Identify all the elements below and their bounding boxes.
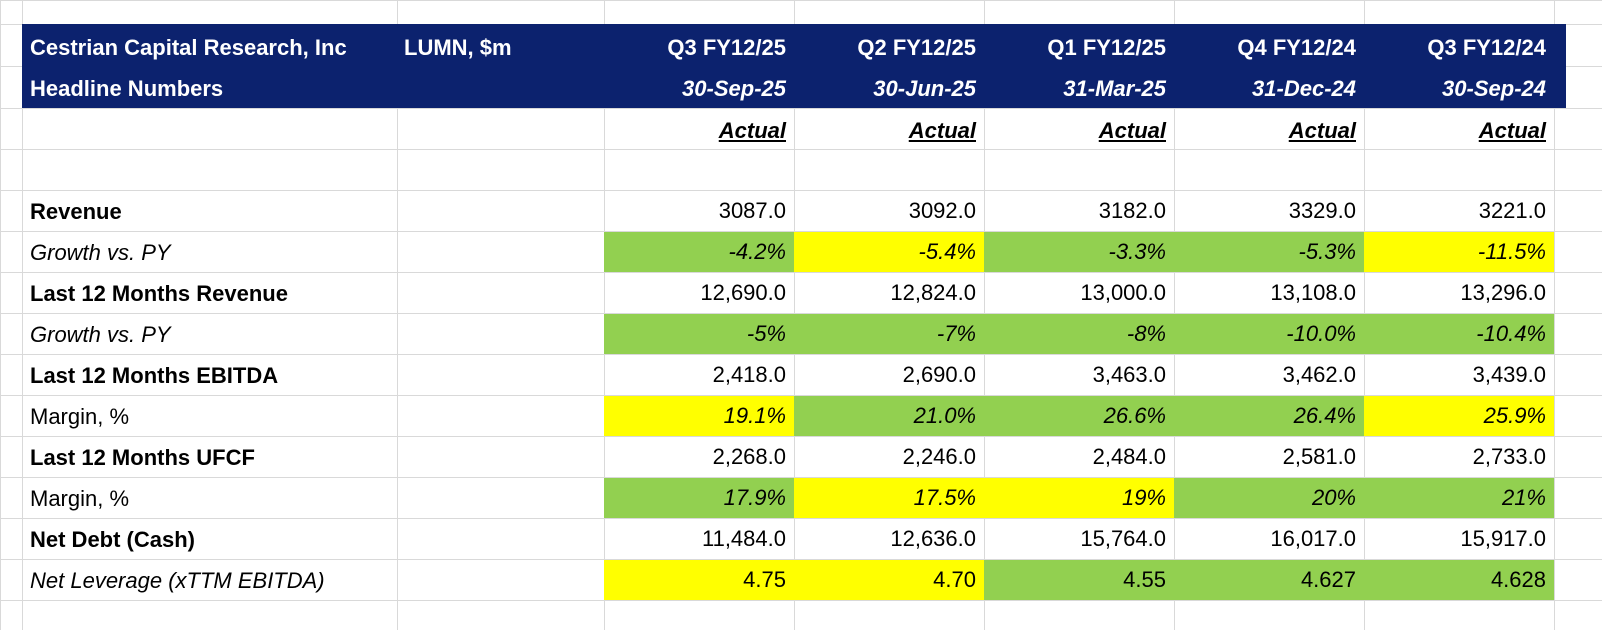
cell-value: 2,690.0 [902,362,976,387]
row-label: Net Debt (Cash) [30,527,196,552]
header-band [22,24,1566,108]
grid-line [0,231,1602,232]
cell-value: 19.1% [604,396,794,436]
cell-value: 3092.0 [908,198,976,223]
grid-line [0,559,1602,560]
cell-value: 4.628 [1364,560,1554,600]
cell-value: 3,462.0 [1282,362,1356,387]
row-label: Growth vs. PY [30,322,171,347]
row-label: Last 12 Months Revenue [30,281,288,306]
cell-value: 26.4% [1174,396,1364,436]
grid-line [0,149,1602,150]
grid-line [0,395,1602,396]
cell-value: -5% [604,314,794,354]
cell-value: 13,000.0 [1080,280,1166,305]
cell-value: 3329.0 [1288,198,1356,223]
column-date: 31-Dec-24 [1252,76,1356,101]
column-quarter: Q4 FY12/24 [1237,35,1356,60]
cell-value: 21.0% [794,396,984,436]
header-title: Cestrian Capital Research, Inc [30,35,347,60]
column-status: Actual [1098,118,1166,143]
cell-value: 4.55 [984,560,1174,600]
grid-line [0,0,1,630]
grid-line [0,272,1602,273]
column-quarter: Q1 FY12/25 [1047,35,1166,60]
column-date: 30-Sep-24 [1442,76,1546,101]
cell-value: -5.3% [1174,232,1364,272]
cell-value: 2,484.0 [1092,444,1166,469]
cell-value: 20% [1174,478,1364,518]
cell-value: 13,108.0 [1270,280,1356,305]
column-date: 31-Mar-25 [1063,76,1166,101]
cell-value: 3182.0 [1098,198,1166,223]
grid-line [0,518,1602,519]
cell-value: -11.5% [1364,232,1554,272]
header-ticker: LUMN, $m [404,35,512,60]
column-status: Actual [1478,118,1546,143]
grid-line [0,436,1602,437]
cell-value: 3221.0 [1478,198,1546,223]
row-label: Last 12 Months EBITDA [30,363,279,388]
column-status: Actual [1288,118,1356,143]
cell-value: 19% [984,478,1174,518]
grid-line [0,354,1602,355]
cell-value: 12,690.0 [700,280,786,305]
cell-value: -10.0% [1174,314,1364,354]
column-quarter: Q3 FY12/25 [667,35,786,60]
header-subtitle: Headline Numbers [30,76,224,101]
cell-value: -4.2% [604,232,794,272]
cell-value: 21% [1364,478,1554,518]
cell-value: 2,581.0 [1282,444,1356,469]
grid-line [0,313,1602,314]
cell-value: 2,733.0 [1472,444,1546,469]
grid-line [1554,0,1555,630]
cell-value: -5.4% [794,232,984,272]
cell-value: 11,484.0 [701,526,786,551]
cell-value: 4.627 [1174,560,1364,600]
cell-value: 12,824.0 [890,280,976,305]
cell-value: 2,246.0 [902,444,976,469]
row-label: Growth vs. PY [30,240,171,265]
row-label: Revenue [30,199,122,224]
cell-value: 15,764.0 [1080,526,1166,551]
grid-line [397,0,398,630]
cell-value: 12,636.0 [890,526,976,551]
cell-value: -3.3% [984,232,1174,272]
cell-value: -8% [984,314,1174,354]
column-date: 30-Sep-25 [682,76,786,101]
cell-value: 13,296.0 [1460,280,1546,305]
cell-value: 4.75 [604,560,794,600]
column-quarter: Q3 FY12/24 [1427,35,1546,60]
grid-line [0,0,1602,1]
row-label: Margin, % [30,404,130,429]
row-label: Last 12 Months UFCF [30,445,255,470]
cell-value: 25.9% [1364,396,1554,436]
cell-value: 16,017.0 [1270,526,1356,551]
cell-value: 17.9% [604,478,794,518]
cell-value: -10.4% [1364,314,1554,354]
column-date: 30-Jun-25 [873,76,976,101]
column-quarter: Q2 FY12/25 [857,35,976,60]
row-label: Net Leverage (xTTM EBITDA) [30,568,325,593]
grid-line [22,0,23,630]
cell-value: 4.70 [794,560,984,600]
column-status: Actual [908,118,976,143]
cell-value: 3,463.0 [1092,362,1166,387]
cell-value: 17.5% [794,478,984,518]
row-label: Margin, % [30,486,130,511]
cell-value: 26.6% [984,396,1174,436]
cell-value: 3087.0 [718,198,786,223]
grid-line [0,190,1602,191]
cell-value: 3,439.0 [1472,362,1546,387]
grid-line [0,108,1602,109]
grid-line [0,477,1602,478]
grid-line [0,600,1602,601]
cell-value: 2,418.0 [712,362,786,387]
cell-value: -7% [794,314,984,354]
column-status: Actual [718,118,786,143]
cell-value: 15,917.0 [1460,526,1546,551]
cell-value: 2,268.0 [712,444,786,469]
